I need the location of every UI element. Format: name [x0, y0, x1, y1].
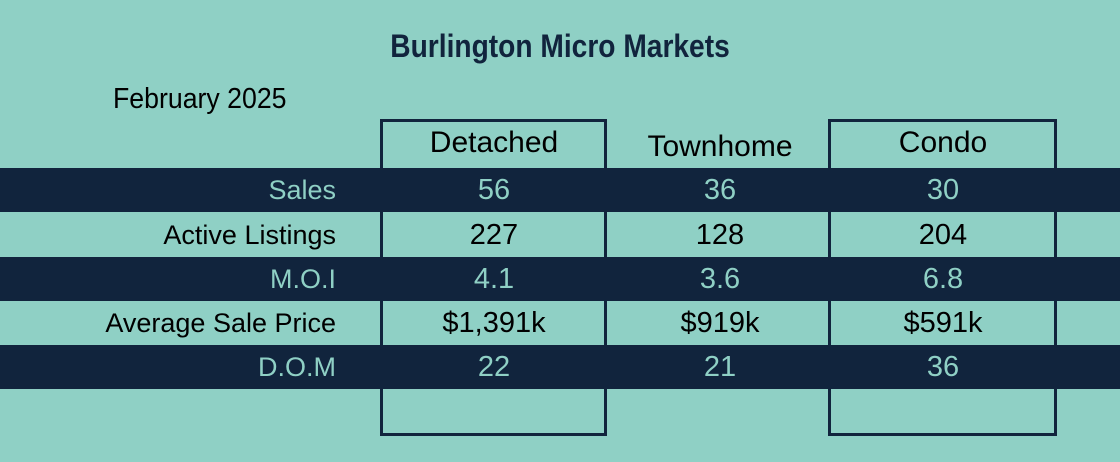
- row-label-dom: D.O.M: [258, 352, 336, 382]
- cell-moi-condo: 6.8: [922, 263, 964, 295]
- cell-sales-condo: 30: [926, 174, 960, 206]
- row-label-average-sale-price: Average Sale Price: [105, 308, 336, 338]
- cell-price-townhome: $919k: [680, 307, 760, 339]
- period-label: February 2025: [113, 83, 287, 115]
- column-header-condo: Condo: [898, 126, 988, 159]
- cell-moi-townhome: 3.6: [699, 263, 741, 295]
- cell-dom-townhome: 21: [703, 351, 737, 383]
- row-label-moi: M.O.I: [270, 264, 336, 294]
- cell-price-condo: $591k: [903, 307, 983, 339]
- cell-active-townhome: 128: [695, 219, 745, 251]
- row-band-dom-overlay: [0, 345, 1120, 389]
- row-band-moi-overlay: [0, 257, 1120, 301]
- cell-dom-condo: 36: [926, 351, 960, 383]
- page-title: Burlington Micro Markets: [390, 28, 730, 64]
- cell-moi-detached: 4.1: [473, 263, 515, 295]
- cell-price-detached: $1,391k: [442, 307, 546, 339]
- cell-sales-townhome: 36: [703, 174, 737, 206]
- cell-dom-detached: 22: [477, 351, 511, 383]
- row-label-sales: Sales: [268, 175, 336, 205]
- column-header-detached: Detached: [429, 126, 559, 159]
- cell-active-detached: 227: [469, 219, 519, 251]
- row-label-active-listings: Active Listings: [163, 220, 336, 250]
- cell-active-condo: 204: [918, 219, 968, 251]
- row-band-sales-overlay: [0, 168, 1120, 212]
- column-header-townhome: Townhome: [647, 130, 793, 163]
- cell-sales-detached: 56: [477, 174, 511, 206]
